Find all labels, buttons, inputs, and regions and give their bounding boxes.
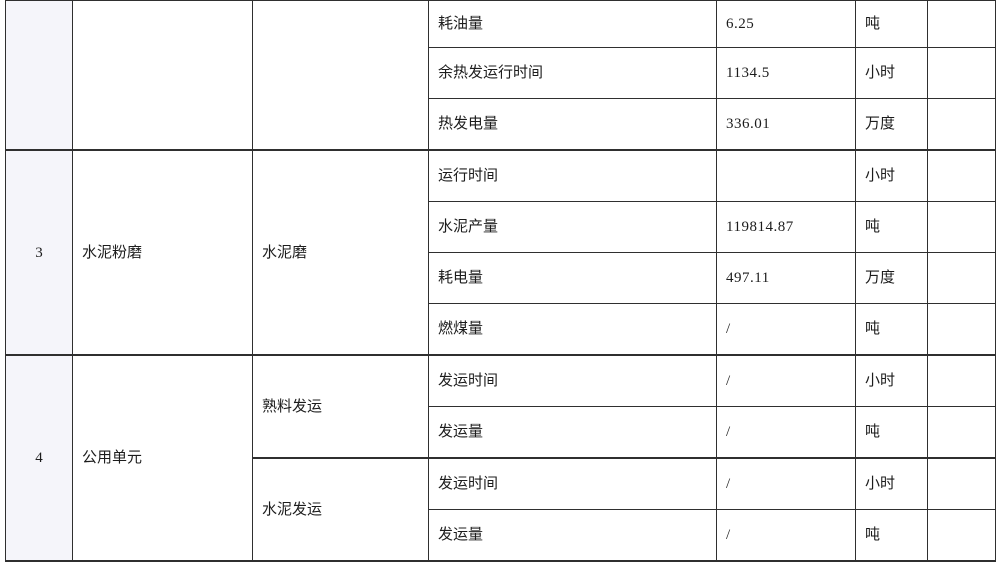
metric-value-cell: / [716, 406, 856, 459]
metric-value-cell: 497.11 [716, 252, 856, 304]
unit-name-cell: 公用单元 [72, 354, 253, 562]
table-row: 热发电量 336.01 万度 [6, 98, 996, 151]
note-cell [927, 406, 996, 459]
note-cell [927, 98, 996, 151]
metric-value-cell: / [716, 457, 856, 510]
metric-unit-cell: 吨 [855, 303, 928, 356]
metric-value-cell: 336.01 [716, 98, 856, 151]
metric-value-cell [716, 149, 856, 202]
metric-name-cell: 耗油量 [428, 0, 717, 48]
metric-unit-cell: 万度 [855, 252, 928, 304]
row-index-cell: 3 [5, 149, 73, 356]
metric-unit-cell: 吨 [855, 0, 928, 48]
metric-unit-cell: 吨 [855, 509, 928, 562]
metric-value-cell: 6.25 [716, 0, 856, 48]
metric-name-cell: 燃煤量 [428, 303, 717, 356]
metric-unit-cell: 万度 [855, 98, 928, 151]
report-table-body: 耗油量 6.25 吨余热发运行时间 1134.5 小时 热发电量 336.01 万度 3 水泥粉磨… [5, 0, 996, 562]
unit-name-cell: 水泥粉磨 [72, 149, 253, 356]
table-row: 燃煤量 / 吨 [6, 303, 996, 356]
metric-unit-cell: 吨 [855, 201, 928, 253]
note-cell [927, 201, 996, 253]
note-cell [927, 0, 996, 48]
table-row: 水泥发运 发运时间 / 小时 [6, 457, 996, 562]
unit-name-cell [72, 0, 253, 151]
table-row: 水泥产量 119814.87 吨 [6, 201, 996, 253]
table-row: 发运量 / 吨 [6, 509, 996, 562]
subunit-name-cell: 水泥磨 [252, 149, 429, 356]
note-cell [927, 252, 996, 304]
note-cell [927, 354, 996, 407]
subunit-name-cell [252, 0, 429, 151]
note-cell [927, 509, 996, 562]
row-index-cell: 4 [5, 354, 73, 562]
subunit-name-cell: 水泥发运 [252, 457, 429, 562]
row-index-cell [5, 0, 73, 151]
metric-unit-cell: 小时 [855, 47, 928, 99]
metric-unit-cell: 小时 [855, 149, 928, 202]
table-row: 余热发运行时间 1134.5 小时 [6, 47, 996, 99]
metric-name-cell: 发运时间 [428, 354, 717, 407]
table-row: 耗电量 497.11 万度 [6, 252, 996, 304]
metric-value-cell: 119814.87 [716, 201, 856, 253]
table-row: 3 水泥粉磨 水泥磨 运行时间 小时 [5, 149, 996, 356]
note-cell [927, 47, 996, 99]
table-row: 4 公用单元 熟料发运 发运时间 / 小时 [5, 354, 996, 562]
report-table: 耗油量 6.25 吨余热发运行时间 1134.5 小时 热发电量 336.01 万度 3 水泥粉磨… [5, 0, 996, 562]
metric-unit-cell: 吨 [855, 406, 928, 459]
metric-value-cell: / [716, 509, 856, 562]
metric-name-cell: 发运量 [428, 406, 717, 459]
note-cell [927, 303, 996, 356]
metric-name-cell: 发运时间 [428, 457, 717, 510]
metric-name-cell: 水泥产量 [428, 201, 717, 253]
metric-name-cell: 余热发运行时间 [428, 47, 717, 99]
metric-name-cell: 耗电量 [428, 252, 717, 304]
metric-unit-cell: 小时 [855, 354, 928, 407]
subunit-name-cell: 熟料发运 [252, 354, 429, 459]
metric-name-cell: 热发电量 [428, 98, 717, 151]
metric-value-cell: / [716, 354, 856, 407]
metric-unit-cell: 小时 [855, 457, 928, 510]
table-row: 发运量 / 吨 [6, 406, 996, 459]
table-row: 耗油量 6.25 吨 [5, 0, 996, 151]
note-cell [927, 457, 996, 510]
metric-value-cell: 1134.5 [716, 47, 856, 99]
metric-value-cell: / [716, 303, 856, 356]
metric-name-cell: 运行时间 [428, 149, 717, 202]
metric-name-cell: 发运量 [428, 509, 717, 562]
note-cell [927, 149, 996, 202]
